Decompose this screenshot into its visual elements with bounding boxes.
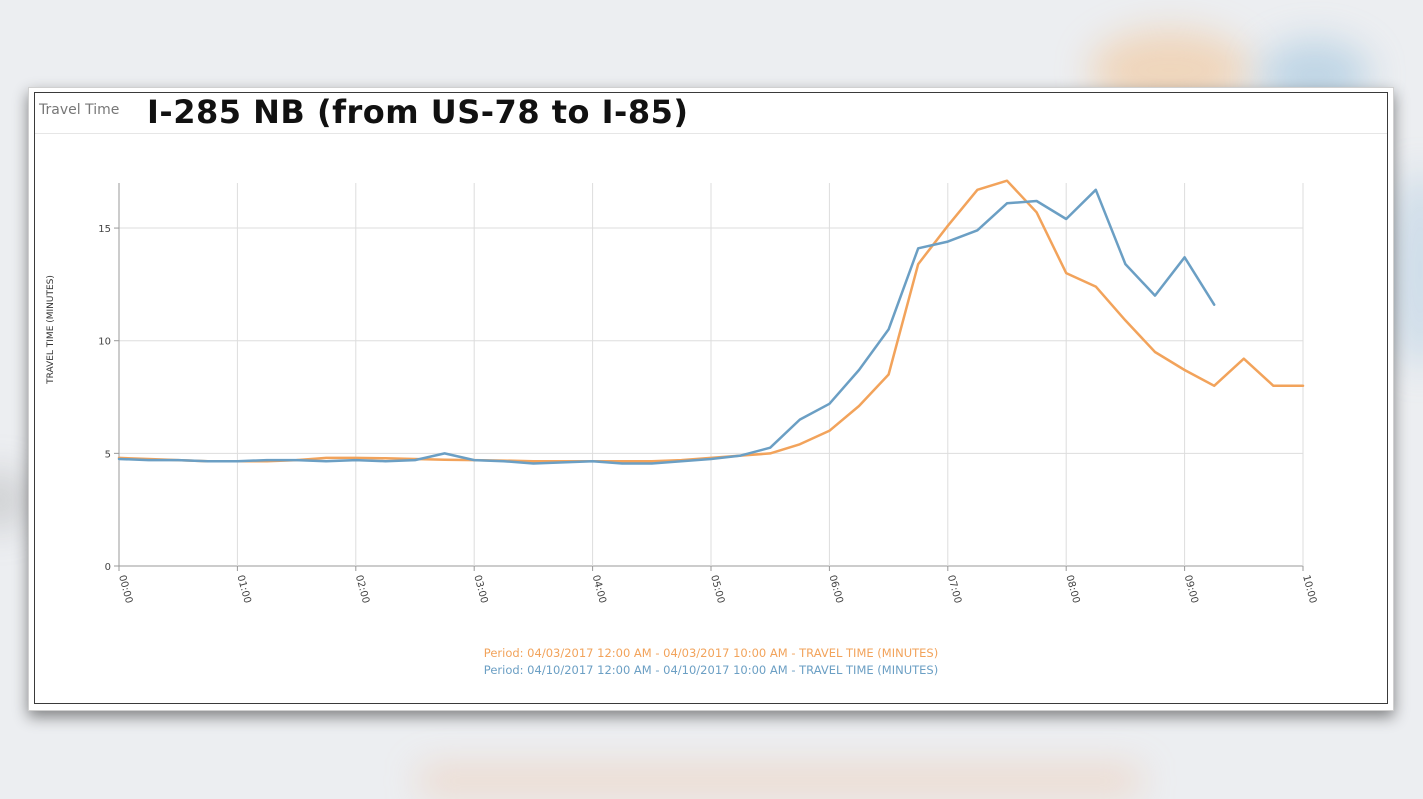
chart-header: Travel Time I-285 NB (from US-78 to I-85… (35, 93, 1387, 134)
x-tick-label: 01:00 (235, 574, 253, 605)
series-line-2 (117, 188, 1216, 465)
x-tick-label: 03:00 (471, 574, 489, 605)
series-2-point (295, 459, 298, 461)
series-2-point (947, 240, 949, 243)
series-1-point (651, 460, 653, 463)
series-2-point (443, 452, 446, 455)
series-1-point (947, 225, 949, 227)
series-2-point (828, 403, 831, 405)
x-tick-label: 09:00 (1182, 574, 1200, 605)
panel-label: Travel Time (39, 102, 120, 118)
chart-panel-frame: Travel Time I-285 NB (from US-78 to I-85… (34, 92, 1388, 704)
series-2-point (976, 229, 979, 232)
legend-entry-2[interactable]: Period: 04/10/2017 12:00 AM - 04/10/2017… (483, 663, 939, 677)
x-tick-label: 08:00 (1063, 574, 1081, 605)
series-2-point (532, 462, 535, 465)
y-tick-label: 10 (98, 337, 111, 348)
series-2-point (1065, 218, 1067, 220)
series-1-point (1154, 351, 1156, 353)
series-2-point (1183, 256, 1186, 259)
series-2-point (355, 459, 357, 461)
series-2-point (473, 459, 476, 461)
x-tick-label: 10:00 (1300, 574, 1318, 605)
background-blurred-caption (420, 768, 1140, 794)
travel-time-chart: 0 5 10 15 00:00 01:00 02:00 03:00 04:00 05:00 06:0… (46, 179, 1318, 605)
series-1-point (858, 405, 860, 407)
series-1-point (621, 460, 623, 463)
series-2-point (1035, 200, 1038, 202)
series-1-point (1243, 357, 1245, 360)
series-2-point (769, 446, 771, 449)
series-1-point (1302, 385, 1304, 387)
series-2-point (591, 460, 594, 463)
series-1-point (532, 460, 535, 463)
series-1-point (384, 457, 387, 460)
y-tick-label: 15 (98, 224, 111, 235)
series-2-point (739, 454, 742, 457)
series-2-point (177, 459, 179, 461)
series-2-point (325, 460, 328, 463)
series-2-point (207, 460, 209, 463)
x-tick-label: 06:00 (827, 574, 845, 605)
series-2-point (887, 328, 890, 331)
series-2-point (1154, 294, 1156, 297)
series-2-point (651, 462, 653, 465)
series-2-point (1095, 189, 1097, 191)
series-1-point (976, 189, 979, 191)
y-tick-label: 5 (105, 449, 111, 460)
series-2-point (1213, 303, 1215, 306)
series-2-point (680, 460, 683, 463)
series-1-point (1272, 385, 1275, 387)
x-tick-label: 02:00 (353, 574, 371, 605)
series-1-point (1065, 272, 1067, 274)
chart-panel: Travel Time I-285 NB (from US-78 to I-85… (28, 87, 1394, 711)
series-1-point (1183, 369, 1186, 371)
x-tick-label: 05:00 (708, 574, 726, 605)
chart-legend: Period: 04/03/2017 12:00 AM - 04/03/2017… (35, 645, 1387, 679)
series-1-point (325, 457, 328, 459)
background-blur-right (1390, 170, 1423, 370)
series-2-point (621, 462, 623, 465)
y-axis-title: TRAVEL TIME (MINUTES) (46, 275, 56, 385)
series-1-point (1095, 285, 1097, 288)
series-2-point (266, 459, 268, 461)
series-1-point (355, 457, 357, 459)
series-1-point (1124, 319, 1127, 322)
series-1-point (799, 443, 801, 446)
series-2-point (503, 460, 505, 463)
series-1-point (1035, 211, 1038, 214)
x-tick-label: 04:00 (590, 574, 608, 605)
x-tick-label: 07:00 (945, 574, 963, 605)
series-2-point (147, 459, 150, 461)
series-1-point (769, 452, 771, 455)
series-2-point (710, 458, 712, 460)
series-2-point (118, 458, 120, 460)
series-1-point (1006, 179, 1008, 182)
series-2-point (917, 247, 919, 250)
series-2-point (1124, 263, 1127, 265)
x-tick-label: 00:00 (116, 574, 134, 605)
series-1-point (828, 430, 831, 432)
legend-entry-1[interactable]: Period: 04/03/2017 12:00 AM - 04/03/2017… (483, 646, 939, 660)
series-2-point (562, 461, 564, 464)
series-2-point (236, 460, 239, 463)
series-1-point (887, 373, 890, 376)
route-title: I-285 NB (from US-78 to I-85) (147, 93, 689, 131)
series-1-point (443, 458, 446, 461)
series-2-point (799, 418, 801, 421)
y-tick-label: 0 (105, 562, 111, 573)
series-1-point (1213, 385, 1215, 387)
background-blur-left (0, 470, 30, 530)
series-2-point (858, 369, 860, 371)
series-2-point (384, 460, 387, 463)
series-2-point (1006, 202, 1008, 205)
series-1-point (917, 263, 919, 265)
series-2-point (414, 459, 416, 461)
